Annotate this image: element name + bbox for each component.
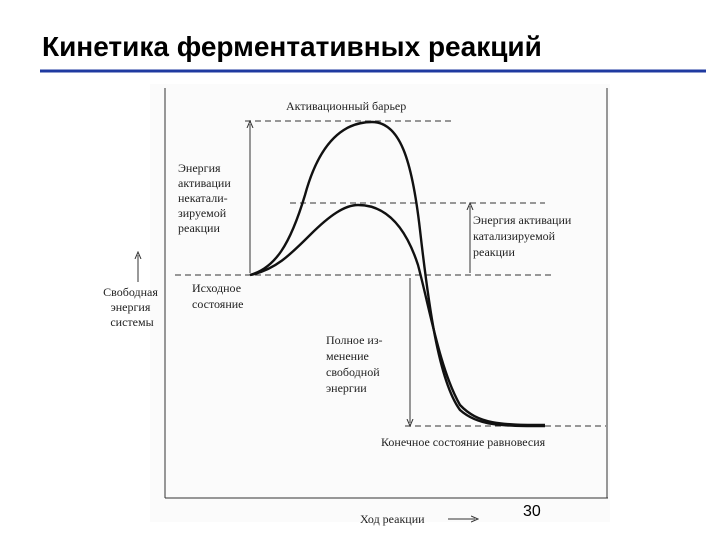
- y-axis-label: Свободная энергия системы: [103, 285, 161, 329]
- diagram: Активационный барьер Энергия активации н…: [103, 84, 610, 526]
- barrier-label: Активационный барьер: [286, 99, 406, 113]
- x-axis-label: Ход реакции: [360, 512, 425, 526]
- catalyzed-label: Энергия активации катализируемой реакции: [473, 213, 574, 259]
- scan-background: [150, 84, 610, 522]
- uncatalyzed-curve: [249, 120, 546, 428]
- page-number: 30: [523, 503, 541, 520]
- slide-title: Кинетика ферментативных реакций: [42, 31, 542, 62]
- uncatalyzed-label: Энергия активации некатали- зируемой реа…: [178, 161, 234, 235]
- final-label: Конечное состояние равновесия: [381, 435, 546, 449]
- initial-label: Исходное состояние: [192, 281, 244, 311]
- total-change-label: Полное из- менение свободной энергии: [326, 333, 386, 395]
- catalyzed-curve: [249, 203, 546, 427]
